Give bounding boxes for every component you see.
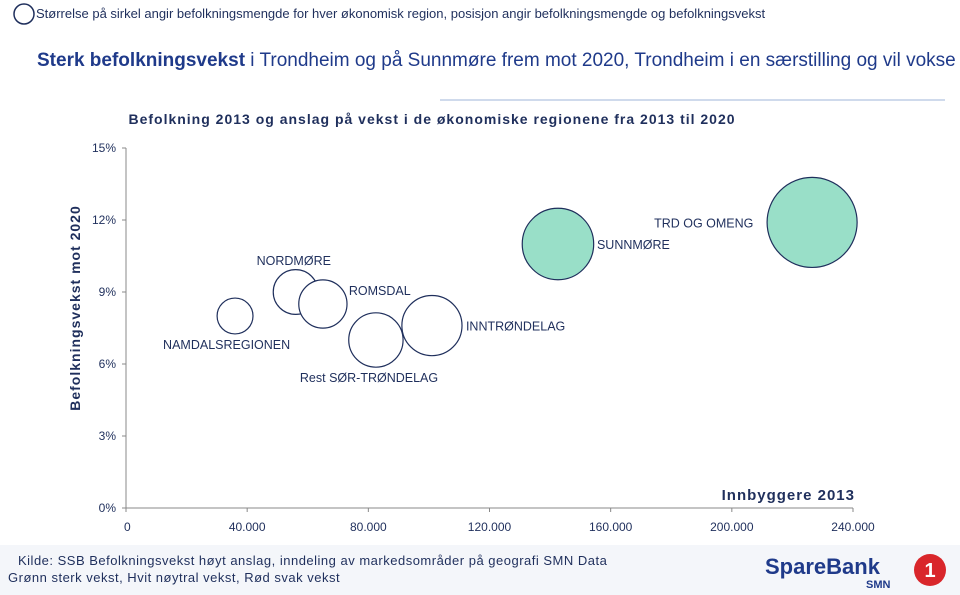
bubble (348, 312, 404, 368)
bubble-label: INNTRØNDELAG (466, 320, 565, 334)
y-axis-label: Befolkningsvekst mot 2020 (67, 205, 83, 411)
logo-name: SpareBank (765, 554, 881, 579)
bubble (521, 207, 595, 281)
bubble (401, 294, 463, 357)
bubble-label: Rest SØR-TRØNDELAG (300, 371, 438, 385)
logo-badge-circle (914, 554, 946, 586)
footer-line: Grønn sterk vekst, Hvit nøytral vekst, R… (8, 570, 340, 585)
bubble-label: NORDMØRE (257, 254, 331, 268)
headline-rest: i Trondheim og på Sunnmøre frem mot 2020… (245, 50, 960, 71)
x-tick-label: 120.000 (468, 520, 512, 534)
y-tick-label: 12% (92, 213, 116, 227)
bubble (298, 279, 348, 329)
note: Størrelse på sirkel angir befolkningsmen… (36, 6, 765, 21)
bubble-label: SUNNMØRE (597, 238, 670, 252)
x-tick-label: 160.000 (589, 520, 633, 534)
note-icon (13, 3, 35, 25)
logo-badge: 1 (924, 560, 935, 582)
x-tick-label: 80.000 (350, 520, 387, 534)
bubble (216, 297, 254, 335)
chart-title: Befolkning 2013 og anslag på vekst i de … (128, 111, 735, 127)
x-tick-label: 240.000 (831, 520, 875, 534)
footer-band (0, 545, 960, 595)
x-axis-label: Innbyggere 2013 (722, 487, 855, 504)
y-tick-label: 0% (99, 501, 117, 515)
bubble-label: TRD OG OMENG (654, 216, 753, 230)
y-tick-label: 6% (99, 357, 117, 371)
y-tick-label: 15% (92, 141, 116, 155)
y-tick-label: 9% (99, 285, 117, 299)
bubble-label: NAMDALSREGIONEN (163, 338, 290, 352)
bubble-label: ROMSDAL (349, 284, 411, 298)
logo-sub: SMN (866, 579, 891, 591)
headline: Sterk befolkningsvekst i Trondheim og på… (37, 50, 960, 71)
headline-bold: Sterk befolkningsvekst (37, 50, 246, 71)
x-tick-label: 200.000 (710, 520, 754, 534)
bubble (766, 176, 858, 269)
footer-line: Kilde: SSB Befolkningsvekst høyt anslag,… (18, 553, 608, 568)
y-tick-label: 3% (99, 429, 117, 443)
x-tick-label: 0 (124, 520, 131, 534)
x-tick-label: 40.000 (229, 520, 266, 534)
